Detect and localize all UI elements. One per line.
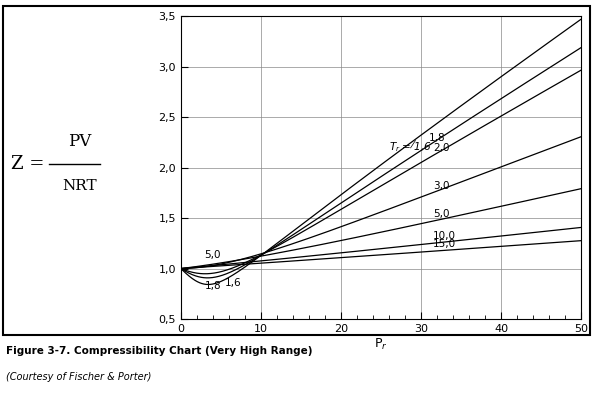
Text: 5,0: 5,0	[205, 250, 221, 260]
Text: PV: PV	[68, 133, 92, 150]
Text: 15,0: 15,0	[433, 239, 456, 249]
Text: 1,8: 1,8	[205, 281, 221, 290]
X-axis label: P$_r$: P$_r$	[374, 337, 388, 352]
Text: 2,0: 2,0	[433, 144, 449, 153]
Text: Z =: Z =	[11, 155, 44, 173]
Text: 3,0: 3,0	[433, 180, 449, 191]
Text: 10,0: 10,0	[433, 231, 456, 241]
Text: $T_r$ = 1,6: $T_r$ = 1,6	[389, 140, 432, 154]
Text: 1,6: 1,6	[225, 278, 241, 288]
Text: 5,0: 5,0	[433, 209, 449, 219]
Text: (Courtesy of Fischer & Porter): (Courtesy of Fischer & Porter)	[6, 372, 151, 382]
Text: NRT: NRT	[63, 179, 97, 193]
Text: 1,8: 1,8	[429, 133, 446, 143]
Text: Figure 3-7. Compressibility Chart (Very High Range): Figure 3-7. Compressibility Chart (Very …	[6, 346, 313, 355]
